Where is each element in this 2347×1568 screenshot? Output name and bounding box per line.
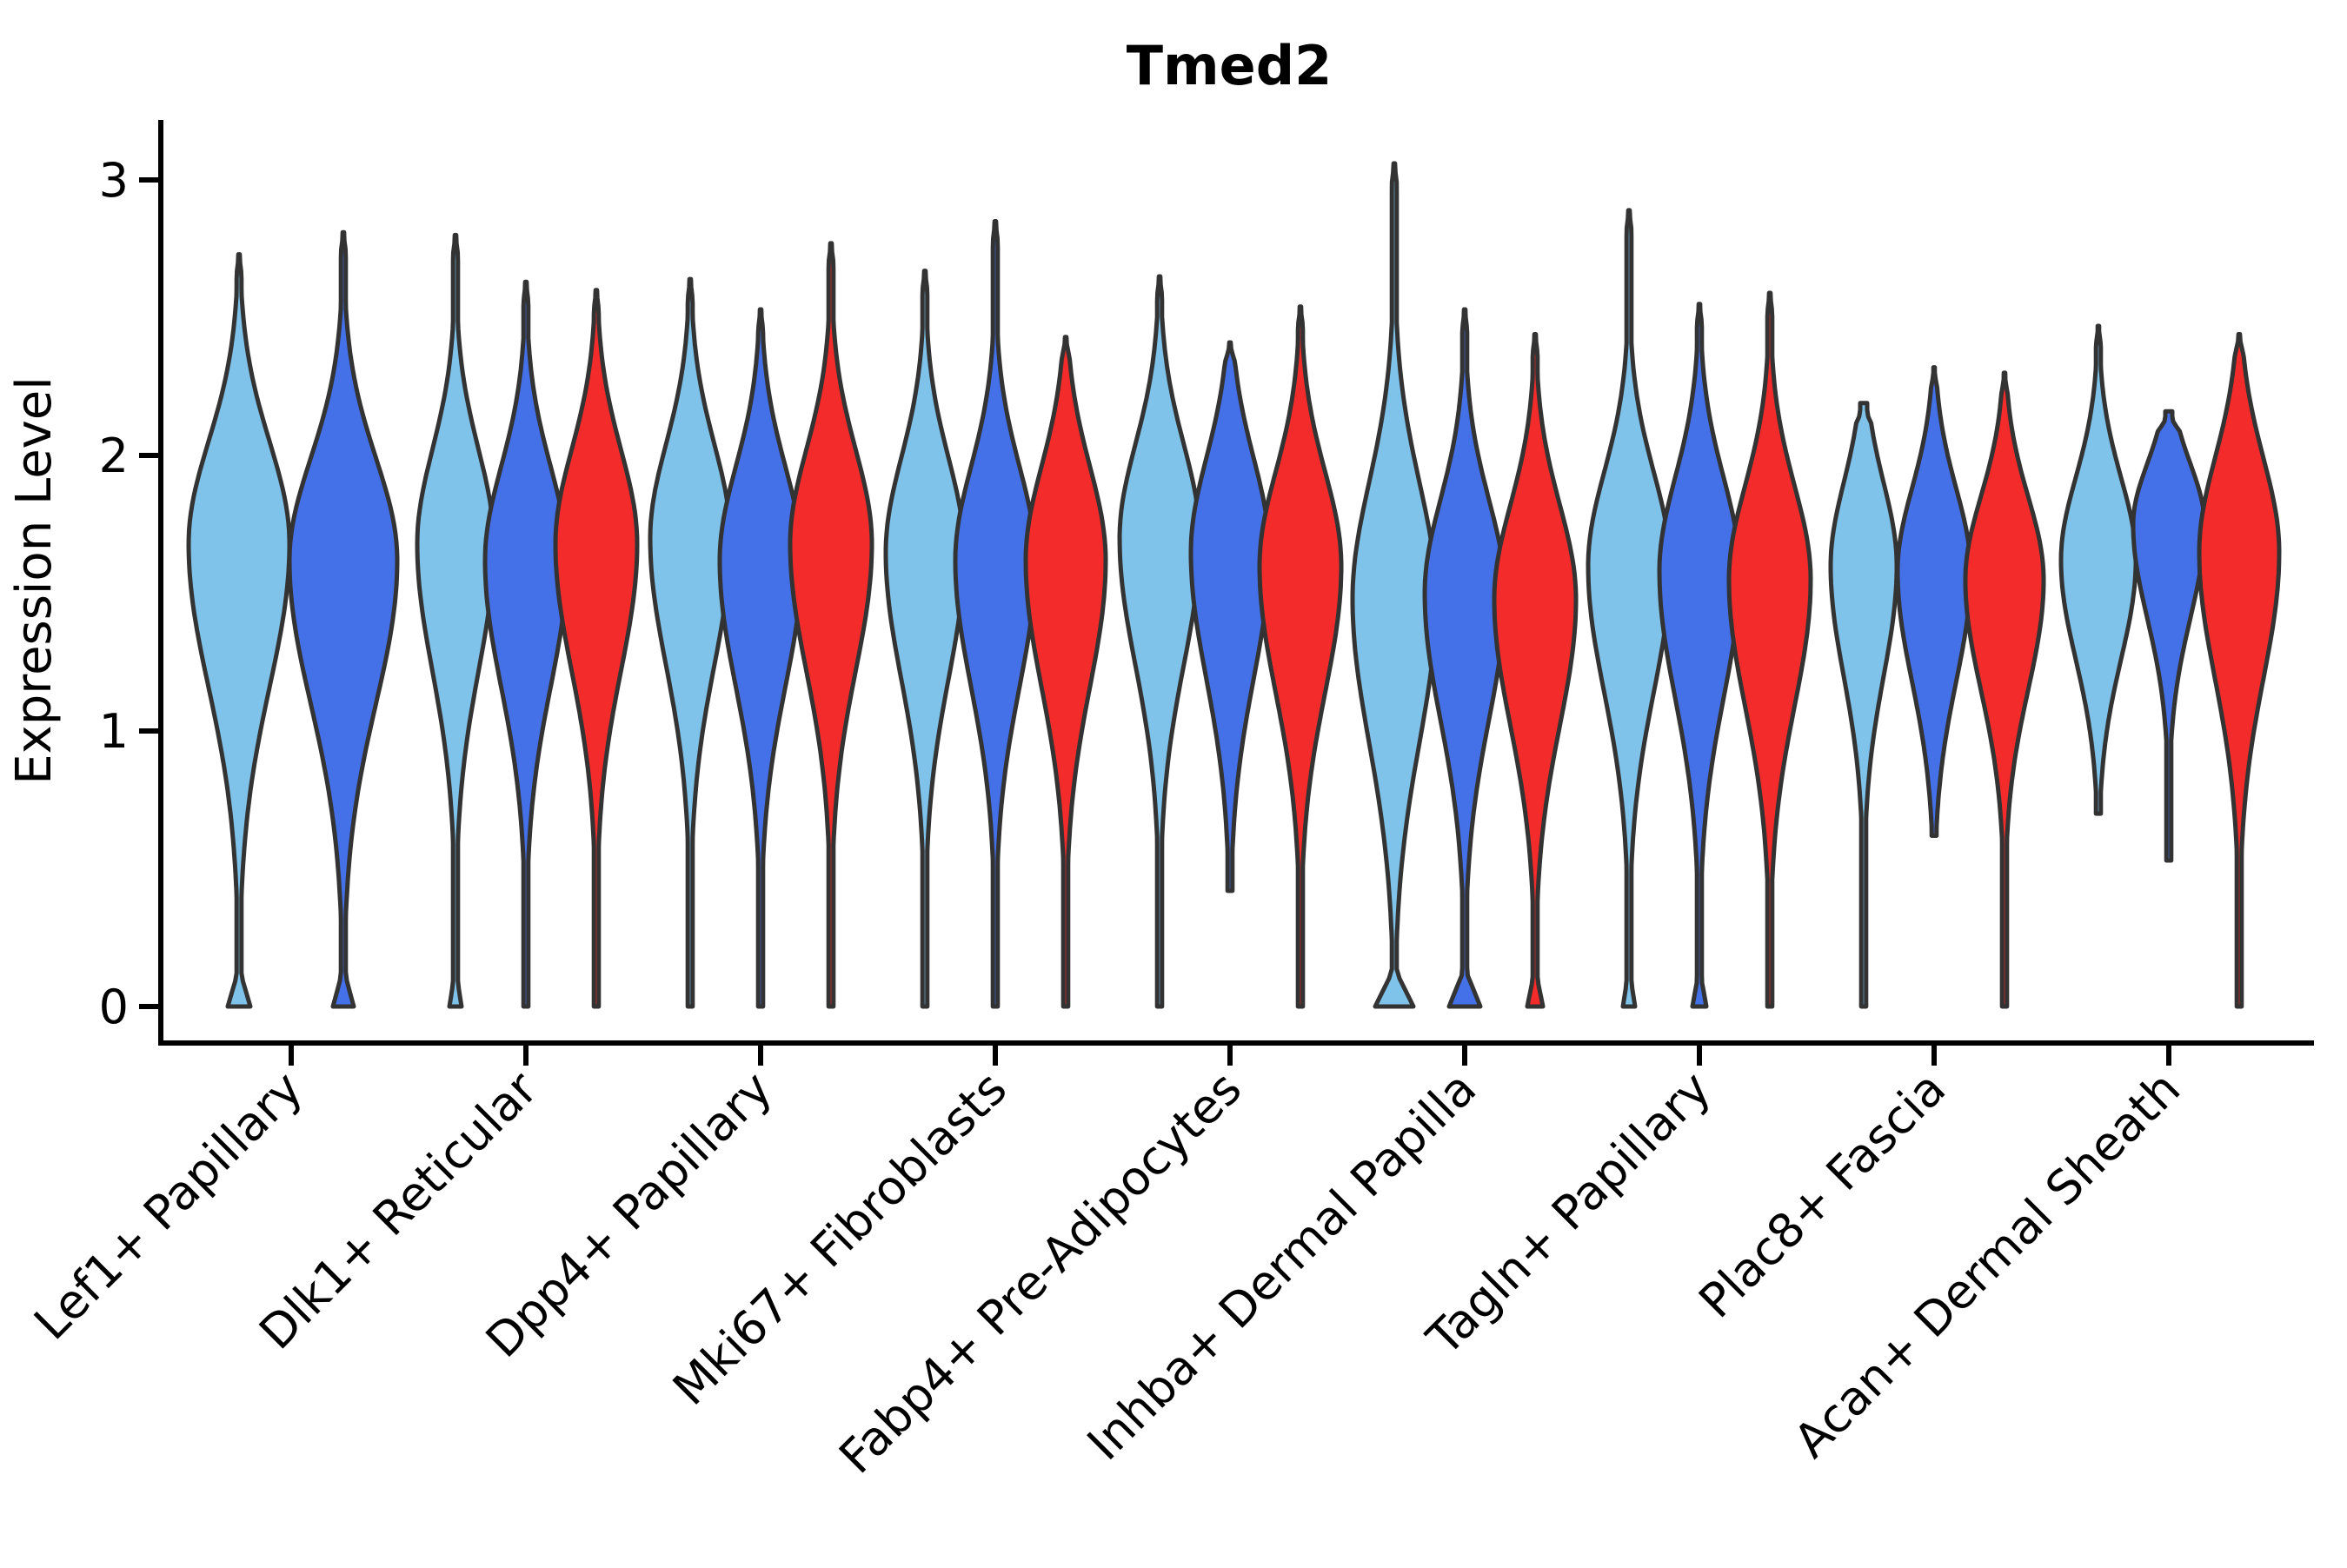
violin-red xyxy=(2197,332,2282,1009)
x-tick-label: Inhba+ Dermal Papilla xyxy=(1077,1061,1486,1471)
violin-red xyxy=(1492,332,1579,1009)
violin-dark_blue xyxy=(2131,409,2207,863)
x-tick-label: Plac8+ Fascia xyxy=(1688,1061,1956,1329)
x-tick-label: Fabp4+ Pre-Adipocytes xyxy=(828,1061,1252,1485)
violin-red xyxy=(553,288,640,1009)
violin-dark_blue xyxy=(1895,365,1973,838)
violin-dark_blue xyxy=(1188,340,1272,894)
violin-light_blue xyxy=(1586,208,1672,1009)
chart-title: Tmed2 xyxy=(1127,34,1332,97)
violin-light_blue xyxy=(186,252,292,1009)
y-axis-ticks: 0 1 2 3 xyxy=(99,153,159,1034)
violin-light_blue xyxy=(2058,323,2138,816)
violin-light_blue xyxy=(1828,401,1899,1009)
violin-red xyxy=(1257,304,1344,1009)
violin-red xyxy=(788,241,874,1009)
x-tick-label: Acan+ Dermal Sheath xyxy=(1784,1061,2191,1468)
violin-light_blue xyxy=(648,276,733,1009)
violin-red xyxy=(1963,370,2046,1009)
violin-dark_blue xyxy=(287,229,400,1009)
violin-light_blue xyxy=(1350,161,1439,1009)
y-axis-label: Expression Level xyxy=(6,376,63,785)
violins-layer xyxy=(186,161,2282,1009)
violin-dark_blue xyxy=(953,219,1038,1009)
violin-red xyxy=(1726,290,1813,1009)
y-tick-label: 3 xyxy=(99,153,129,208)
violin-red xyxy=(1023,335,1108,1009)
violin-dark_blue xyxy=(1422,307,1507,1009)
y-tick-label: 2 xyxy=(99,429,129,483)
violin-light_blue xyxy=(415,232,496,1009)
violin-dark_blue xyxy=(482,279,569,1009)
violin-light_blue xyxy=(1117,274,1202,1009)
violin-light_blue xyxy=(883,269,967,1009)
violin-dark_blue xyxy=(717,307,804,1009)
y-tick-label: 1 xyxy=(99,704,129,759)
y-tick-label: 0 xyxy=(99,980,129,1034)
violin-dark_blue xyxy=(1657,302,1742,1009)
